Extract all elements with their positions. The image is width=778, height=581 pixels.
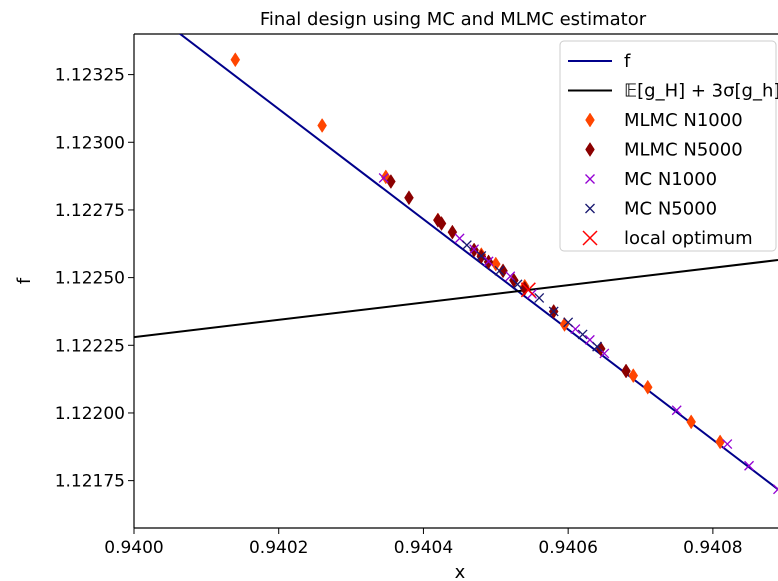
y-tick-label: 1.12175 (55, 472, 125, 492)
x-tick-label: 0.9402 (249, 538, 308, 558)
legend-box (559, 40, 777, 252)
point-mlmc-n5000 (498, 263, 508, 279)
series-layer (134, 34, 778, 495)
point-mc-n5000 (563, 317, 574, 328)
x-tick-label: 0.9408 (683, 538, 742, 558)
point-mlmc-n1000 (628, 368, 639, 384)
x-axis: 0.9400 0.9402 0.9404 0.9406 0.9408 (104, 528, 743, 558)
point-mc-n1000 (483, 256, 494, 267)
legend-marker-sample (585, 142, 595, 157)
y-tick-label: 1.12250 (55, 269, 125, 289)
point-mlmc-n5000 (436, 216, 447, 231)
point-mlmc-n1000 (317, 118, 327, 133)
point-mlmc-n1000 (686, 414, 696, 430)
point-mlmc-n5000 (621, 363, 631, 379)
legend-marker-sample (585, 112, 595, 128)
legend-entry: local optimum (582, 228, 753, 249)
point-mlmc-n5000 (447, 224, 458, 240)
legend-label: MLMC N1000 (624, 110, 743, 131)
point-mc-n5000 (577, 329, 588, 340)
x-tick-label: 0.9404 (394, 538, 453, 558)
point-mc-n5000 (461, 240, 472, 251)
y-axis-label: f (14, 277, 35, 284)
point-mc-n5000 (494, 265, 505, 276)
legend-entry: MLMC N5000 (585, 140, 743, 161)
x-tick-label: 0.9400 (104, 538, 163, 558)
point-mlmc-n5000 (386, 174, 396, 189)
y-tick-label: 1.12300 (55, 133, 125, 153)
point-mc-n5000 (512, 279, 523, 290)
legend-marker-sample (585, 174, 595, 184)
point-mc-n1000 (722, 439, 733, 450)
point-mlmc-n1000 (491, 256, 501, 272)
point-mc-n5000 (534, 292, 545, 303)
legend-label: f (624, 51, 631, 72)
chart-title: Final design using MC and MLMC estimator (260, 9, 647, 30)
legend-entries: f 𝔼[g_H] + 3σ[g_h] MLMC N1000 MLMC N5000 MC … (568, 51, 778, 249)
point-mlmc-n5000 (404, 190, 414, 206)
y-axis: 1.12175 1.12200 1.12225 1.12250 1.12275 1.123… (55, 66, 134, 492)
point-mlmc-n1000 (230, 52, 241, 68)
point-local-optimum (520, 282, 536, 298)
y-tick-label: 1.12325 (55, 66, 125, 86)
legend: f 𝔼[g_H] + 3σ[g_h] MLMC N1000 MLMC N5000 MC … (559, 40, 778, 252)
legend-label: local optimum (624, 228, 753, 249)
legend-marker-sample (585, 203, 595, 214)
legend-label: MC N5000 (624, 199, 717, 220)
y-tick-label: 1.12275 (55, 201, 125, 221)
point-mc-n1000 (378, 173, 389, 183)
legend-entry: 𝔼[g_H] + 3σ[g_h] (568, 81, 778, 102)
legend-marker-sample (582, 230, 598, 246)
plot-frame (133, 33, 778, 529)
legend-label: 𝔼[g_H] + 3σ[g_h] (624, 81, 778, 102)
legend-label: MC N1000 (624, 169, 717, 190)
legend-entry: MLMC N1000 (585, 110, 743, 131)
legend-entry: MC N1000 (585, 169, 717, 190)
y-tick-label: 1.12200 (55, 404, 125, 424)
point-mc-n1000 (744, 460, 755, 471)
y-tick-label: 1.12225 (55, 336, 125, 356)
x-tick-label: 0.9406 (538, 538, 597, 558)
legend-label: MLMC N5000 (624, 140, 743, 161)
point-mc-n1000 (671, 405, 682, 416)
series-line-f (178, 34, 778, 491)
point-mc-n5000 (548, 306, 559, 317)
series-line-constraint (134, 259, 778, 339)
legend-entry: f (568, 51, 631, 72)
point-mc-n5000 (476, 251, 487, 261)
point-mlmc-n1000 (642, 379, 653, 395)
point-mc-n1000 (505, 271, 516, 282)
legend-entry: MC N5000 (585, 199, 717, 220)
point-mc-n1000 (773, 484, 778, 495)
x-axis-label: x (455, 562, 466, 581)
point-mc-n5000 (592, 341, 603, 352)
